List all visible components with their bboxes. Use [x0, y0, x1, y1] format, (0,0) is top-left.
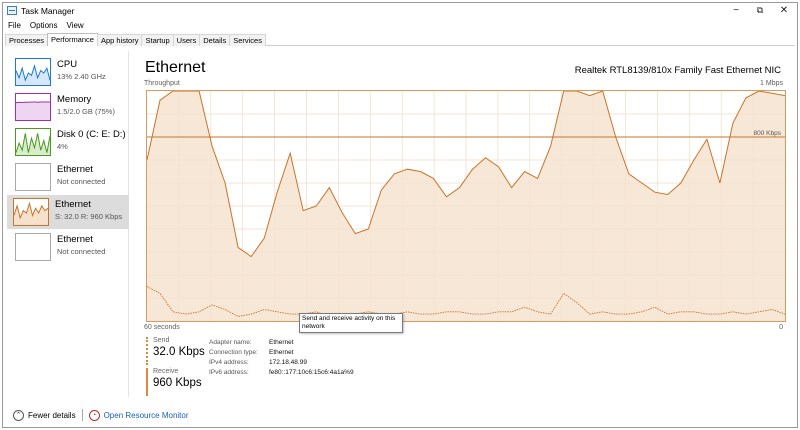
detail-key: Connection type: [209, 349, 258, 356]
sidebar-item-name: Ethernet [57, 234, 93, 245]
resource-sidebar: CPU 13% 2.40 GHz Memory 1.5/2.0 GB (75%) Dis… [5, 51, 129, 397]
detail-row: IPv6 address: fe80::177:10c6:15c6:4a1a%9 [209, 369, 354, 379]
graph-x-end-label: 0 [779, 324, 783, 331]
sidebar-item-disk[interactable]: Disk 0 (C: E: D:) 4% [9, 125, 129, 159]
graph-ylabel: Throughput [144, 80, 180, 87]
footer: ⌃ Fewer details ◔ Open Resource Monitor [5, 405, 795, 425]
menu-view[interactable]: View [66, 21, 84, 30]
graph-x-start-label: 60 seconds [144, 324, 180, 331]
tab-users[interactable]: Users [172, 34, 201, 46]
detail-row: Connection type: Ethernet [209, 349, 354, 359]
window-title: Task Manager [21, 6, 75, 16]
send-series-line [147, 286, 785, 317]
sidebar-item-status: 4% [57, 142, 68, 151]
adapter-model: Realtek RTL8139/810x Family Fast Etherne… [574, 65, 781, 76]
tab-bar: Processes Performance App history Startup Us… [5, 33, 795, 46]
cpu-graph-icon [15, 58, 51, 86]
tab-startup[interactable]: Startup [141, 34, 174, 46]
graph-ymax-label: 1 Mbps [760, 80, 783, 87]
sidebar-item-name: Disk 0 (C: E: D:) [57, 129, 126, 140]
menu-file[interactable]: File [8, 21, 21, 30]
memory-graph-icon [15, 93, 51, 121]
ethernet-graph-icon [15, 163, 51, 191]
sidebar-item-name: Ethernet [57, 164, 93, 175]
receive-stat[interactable]: Receive 960 Kbps [146, 368, 202, 396]
send-label: Send [153, 337, 170, 344]
fewer-details-link[interactable]: Fewer details [28, 410, 76, 420]
receive-series-line [147, 91, 785, 258]
graph-tooltip: Send and receive activity on this networ… [299, 313, 403, 333]
throughput-graph[interactable]: 800 Kbps [146, 90, 786, 322]
sidebar-item-memory[interactable]: Memory 1.5/2.0 GB (75%) [9, 90, 129, 124]
detail-row: Adapter name: Ethernet [209, 339, 354, 349]
menu-options[interactable]: Options [29, 21, 58, 30]
send-stat[interactable]: Send 32.0 Kbps [146, 337, 205, 365]
sidebar-item-name: Memory [57, 94, 92, 105]
ethernet-active-graph-icon [13, 198, 49, 226]
ethernet-graph-icon [15, 233, 51, 261]
adapter-details: Adapter name: Ethernet Connection type: Eth… [209, 339, 354, 379]
detail-row: IPv4 address: 172.18.48.99 [209, 359, 354, 369]
receive-label: Receive [153, 368, 179, 375]
footer-divider [81, 409, 83, 421]
sidebar-item-name: Ethernet [55, 199, 91, 210]
sidebar-item-status: Not connected [57, 177, 106, 186]
send-value: 32.0 Kbps [153, 346, 205, 358]
detail-value: fe80::177:10c6:15c6:4a1a%9 [269, 369, 354, 376]
tab-processes[interactable]: Processes [5, 34, 49, 46]
tab-details[interactable]: Details [199, 34, 231, 46]
receive-value: 960 Kbps [153, 377, 202, 389]
sidebar-item-status: 1.5/2.0 GB (75%) [57, 107, 115, 116]
detail-key: IPv6 address: [209, 369, 249, 376]
sidebar-item-ethernet-5[interactable]: Ethernet Not connected [9, 230, 129, 264]
detail-key: Adapter name: [209, 339, 252, 346]
page-title: Ethernet [145, 59, 206, 76]
detail-value: Ethernet [269, 349, 294, 356]
tab-performance[interactable]: Performance [47, 33, 98, 46]
sidebar-item-ethernet[interactable]: Ethernet Not connected [9, 160, 129, 194]
sidebar-item-status: Not connected [57, 247, 106, 256]
title-bar[interactable]: Task Manager − ⧉ ✕ [3, 3, 797, 19]
sidebar-item-ethernet-4[interactable]: Ethernet S: 32.0 R: 960 Kbps [7, 195, 129, 229]
open-resource-monitor-link[interactable]: Open Resource Monitor [103, 410, 189, 420]
detail-value: Ethernet [269, 339, 294, 346]
receive-area [147, 91, 785, 321]
menu-bar: File Options View [3, 19, 797, 32]
minimize-button[interactable]: − [733, 5, 739, 16]
resource-monitor-icon: ◔ [88, 409, 100, 421]
throughput-graph-svg: 800 Kbps [147, 91, 785, 321]
sidebar-item-status: S: 32.0 R: 960 Kbps [55, 212, 123, 221]
chevron-up-icon[interactable]: ⌃ [13, 409, 24, 421]
sidebar-item-name: CPU [57, 59, 78, 70]
tab-app-history[interactable]: App history [96, 34, 143, 46]
sidebar-item-cpu[interactable]: CPU 13% 2.40 GHz [9, 55, 129, 89]
close-button[interactable]: ✕ [779, 5, 789, 16]
detail-value: 172.18.48.99 [269, 359, 307, 366]
task-manager-app-icon [7, 6, 17, 15]
disk-graph-icon [15, 128, 51, 156]
reference-line-label: 800 Kbps [754, 130, 782, 137]
tab-services[interactable]: Services [229, 34, 266, 46]
detail-key: IPv4 address: [209, 359, 249, 366]
sidebar-item-status: 13% 2.40 GHz [57, 72, 106, 81]
maximize-button[interactable]: ⧉ [756, 5, 764, 15]
